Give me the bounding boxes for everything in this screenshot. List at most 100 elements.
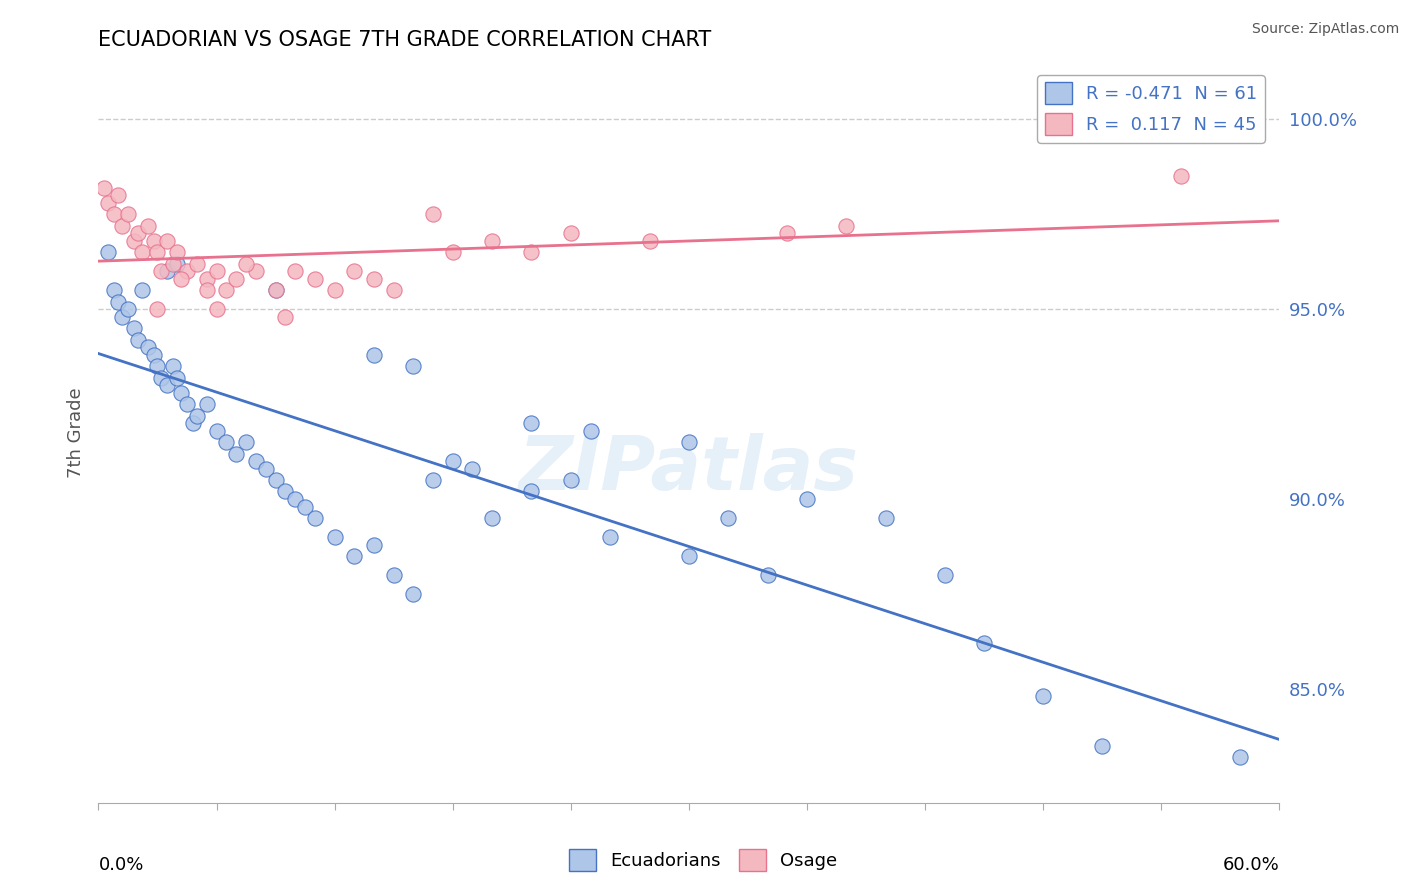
Point — [235, 257, 257, 271]
Point — [176, 397, 198, 411]
Point — [835, 219, 858, 233]
Point — [150, 370, 173, 384]
Text: ECUADORIAN VS OSAGE 7TH GRADE CORRELATION CHART: ECUADORIAN VS OSAGE 7TH GRADE CORRELATIO… — [98, 29, 711, 50]
Point — [1229, 750, 1251, 764]
Point — [117, 302, 139, 317]
Point — [520, 484, 543, 499]
Point — [284, 264, 307, 278]
Point — [264, 283, 287, 297]
Point — [162, 257, 184, 271]
Point — [117, 207, 139, 221]
Point — [136, 340, 159, 354]
Point — [756, 568, 779, 582]
Point — [142, 234, 165, 248]
Point — [166, 257, 188, 271]
Point — [254, 461, 277, 475]
Point — [127, 333, 149, 347]
Point — [186, 257, 208, 271]
Text: Source: ZipAtlas.com: Source: ZipAtlas.com — [1251, 22, 1399, 37]
Point — [638, 234, 661, 248]
Point — [136, 219, 159, 233]
Point — [97, 195, 120, 210]
Point — [245, 264, 267, 278]
Point — [294, 500, 316, 514]
Point — [215, 283, 238, 297]
Point — [363, 348, 385, 362]
Point — [579, 424, 602, 438]
Point — [146, 359, 169, 374]
Point — [304, 272, 326, 286]
Point — [195, 272, 218, 286]
Point — [170, 272, 193, 286]
Point — [422, 473, 444, 487]
Point — [1170, 169, 1192, 184]
Legend: R = -0.471  N = 61, R =  0.117  N = 45: R = -0.471 N = 61, R = 0.117 N = 45 — [1038, 75, 1264, 143]
Point — [678, 549, 700, 563]
Point — [181, 416, 204, 430]
Point — [284, 491, 307, 506]
Point — [363, 538, 385, 552]
Point — [520, 245, 543, 260]
Legend: Ecuadorians, Osage: Ecuadorians, Osage — [561, 842, 845, 879]
Point — [875, 511, 897, 525]
Point — [170, 385, 193, 400]
Point — [973, 636, 995, 650]
Point — [156, 264, 179, 278]
Point — [103, 207, 125, 221]
Point — [402, 587, 425, 601]
Point — [1091, 739, 1114, 753]
Point — [127, 227, 149, 241]
Point — [422, 207, 444, 221]
Point — [142, 348, 165, 362]
Point — [560, 227, 582, 241]
Point — [107, 294, 129, 309]
Text: 60.0%: 60.0% — [1223, 856, 1279, 874]
Point — [599, 530, 621, 544]
Point — [323, 530, 346, 544]
Point — [122, 234, 145, 248]
Point — [441, 454, 464, 468]
Point — [717, 511, 740, 525]
Point — [264, 283, 287, 297]
Point — [776, 227, 799, 241]
Point — [176, 264, 198, 278]
Point — [162, 359, 184, 374]
Point — [481, 234, 503, 248]
Point — [215, 435, 238, 450]
Point — [382, 283, 405, 297]
Point — [195, 283, 218, 297]
Y-axis label: 7th Grade: 7th Grade — [66, 387, 84, 478]
Point — [122, 321, 145, 335]
Point — [560, 473, 582, 487]
Point — [934, 568, 956, 582]
Point — [111, 310, 134, 324]
Point — [111, 219, 134, 233]
Point — [107, 188, 129, 202]
Point — [97, 245, 120, 260]
Point — [225, 446, 247, 460]
Point — [461, 461, 484, 475]
Point — [156, 378, 179, 392]
Point — [205, 424, 228, 438]
Point — [274, 484, 297, 499]
Point — [323, 283, 346, 297]
Text: ZIPatlas: ZIPatlas — [519, 434, 859, 506]
Point — [304, 511, 326, 525]
Point — [146, 245, 169, 260]
Point — [186, 409, 208, 423]
Point — [146, 302, 169, 317]
Point — [166, 245, 188, 260]
Point — [402, 359, 425, 374]
Point — [481, 511, 503, 525]
Point — [195, 397, 218, 411]
Point — [205, 302, 228, 317]
Point — [382, 568, 405, 582]
Point — [225, 272, 247, 286]
Point — [1032, 690, 1054, 704]
Point — [796, 491, 818, 506]
Point — [274, 310, 297, 324]
Point — [235, 435, 257, 450]
Point — [156, 234, 179, 248]
Point — [131, 245, 153, 260]
Point — [93, 180, 115, 194]
